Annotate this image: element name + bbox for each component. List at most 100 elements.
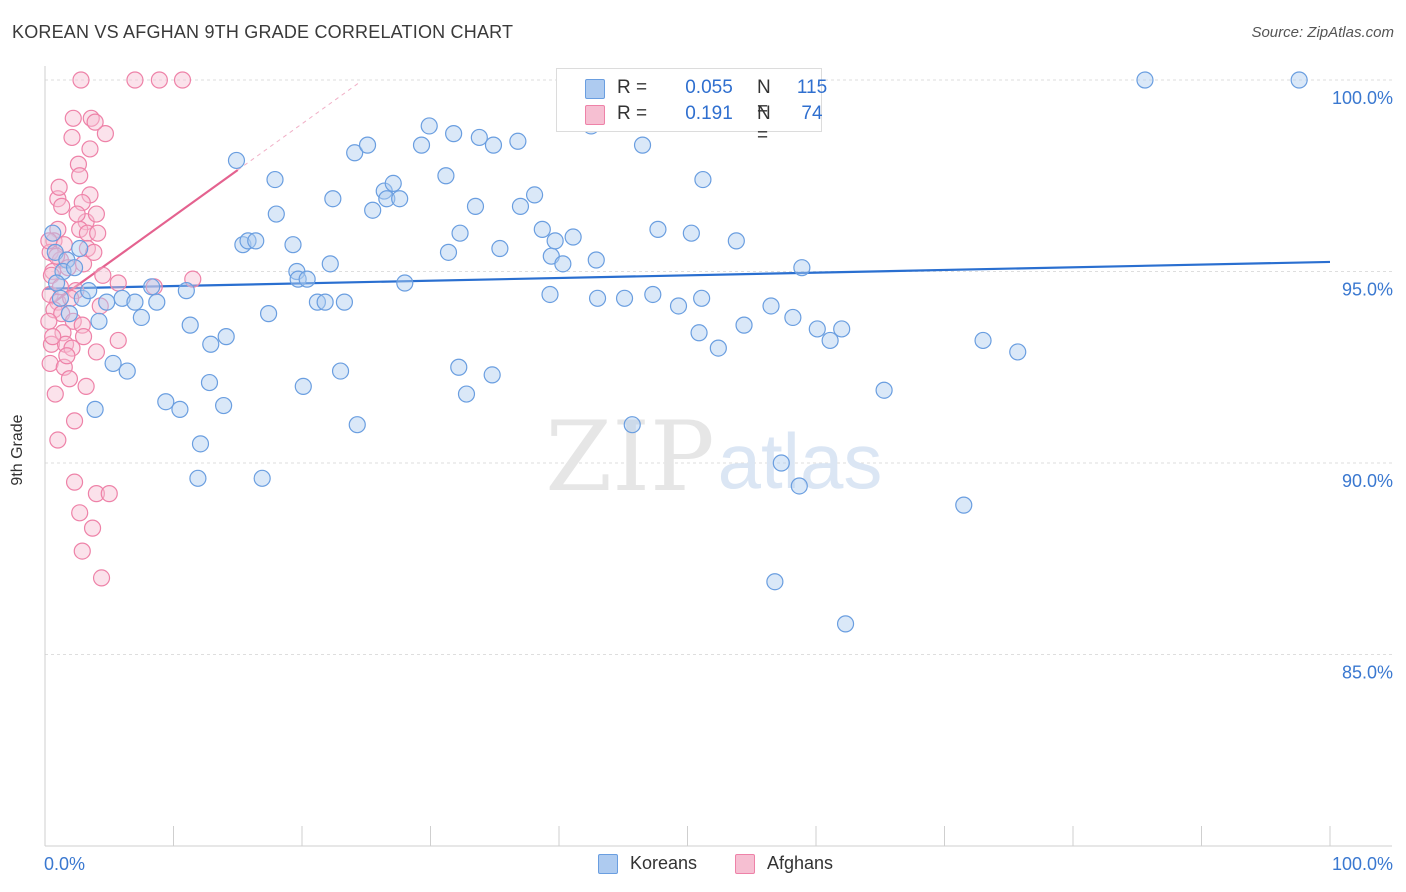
- koreans-swatch: [585, 79, 605, 99]
- afghans-point: [87, 485, 106, 503]
- koreans-point: [358, 136, 377, 154]
- koreans-point: [202, 335, 220, 353]
- koreans-point: [709, 339, 727, 357]
- koreans-point: [217, 328, 235, 346]
- afghans-point: [68, 205, 86, 223]
- afghans-n-value: 74: [801, 103, 823, 124]
- afghans-point: [85, 243, 103, 261]
- afghans-points: [40, 71, 202, 587]
- koreans-point: [466, 197, 485, 215]
- afghans-r-value: 0.191: [685, 103, 733, 124]
- koreans-point: [51, 289, 70, 307]
- y-tick-label: 85.0%: [1342, 663, 1393, 683]
- koreans-point: [65, 259, 84, 277]
- afghans-point: [94, 266, 112, 284]
- axes: [44, 66, 1392, 847]
- koreans-point: [690, 324, 708, 342]
- koreans-point: [439, 243, 458, 261]
- koreans-point: [189, 469, 207, 487]
- afghans-point: [71, 504, 89, 522]
- koreans-point: [445, 125, 463, 143]
- koreans-point: [364, 201, 382, 219]
- afghans-point: [71, 167, 89, 185]
- koreans-n-label: N =: [757, 77, 771, 120]
- koreans-point: [587, 251, 605, 269]
- koreans-point: [533, 220, 551, 238]
- grid-lines: [45, 79, 1392, 655]
- koreans-point: [623, 416, 641, 434]
- chart-title: KOREAN VS AFGHAN 9TH GRADE CORRELATION C…: [12, 22, 514, 42]
- koreans-point: [143, 278, 161, 296]
- afghans-trend-extension: [237, 81, 361, 171]
- y-tick-label: 95.0%: [1342, 280, 1393, 300]
- koreans-point: [955, 496, 973, 514]
- afghans-point: [46, 385, 64, 403]
- koreans-point: [727, 232, 745, 250]
- koreans-point: [669, 297, 688, 315]
- koreans-point: [118, 362, 136, 380]
- afghans-point: [41, 354, 59, 373]
- source-credit: Source: ZipAtlas.com: [1251, 24, 1394, 41]
- koreans-point: [875, 381, 893, 399]
- koreans-point: [546, 232, 564, 250]
- koreans-point: [348, 416, 366, 434]
- koreans-point: [346, 144, 364, 162]
- koreans-point: [588, 289, 607, 307]
- koreans-point: [324, 190, 342, 208]
- afghans-point: [126, 71, 144, 89]
- koreans-point: [793, 259, 811, 277]
- afghans-point: [73, 542, 91, 560]
- koreans-point: [450, 358, 468, 376]
- koreans-point: [247, 232, 265, 250]
- koreans-point: [564, 228, 582, 246]
- koreans-point: [215, 396, 233, 415]
- koreans-point: [1009, 343, 1027, 361]
- koreans-point: [90, 312, 108, 330]
- tick-labels: 100.0% 95.0% 90.0% 85.0% 0.0% 100.0%: [44, 88, 1393, 874]
- koreans-point: [171, 400, 189, 418]
- koreans-point: [157, 393, 175, 411]
- afghans-n-label: N =: [757, 103, 771, 146]
- koreans-point: [790, 477, 808, 495]
- koreans-point: [294, 377, 312, 395]
- koreans-point: [177, 282, 195, 300]
- koreans-point: [113, 289, 131, 307]
- afghans-point: [49, 431, 67, 449]
- koreans-point: [267, 205, 285, 223]
- koreans-point: [511, 197, 530, 215]
- x-tick-label: 0.0%: [44, 854, 85, 874]
- koreans-point: [974, 331, 992, 350]
- koreans-point: [420, 117, 438, 135]
- koreans-point: [437, 167, 455, 185]
- afghans-point: [63, 128, 81, 147]
- afghans-point: [74, 328, 93, 346]
- koreans-point: [378, 190, 396, 208]
- koreans-point: [284, 236, 302, 254]
- koreans-point: [98, 293, 116, 311]
- trend-lines: [44, 81, 1331, 305]
- koreans-legend-label: Koreans: [630, 853, 698, 873]
- koreans-point: [525, 186, 544, 204]
- afghans-point: [44, 328, 62, 346]
- koreans-point: [227, 151, 246, 170]
- koreans-point: [148, 293, 166, 311]
- afghans-point: [109, 274, 127, 292]
- koreans-point: [289, 270, 307, 288]
- koreans-point: [451, 224, 469, 242]
- koreans-point: [384, 174, 402, 193]
- x-tick-label: 100.0%: [1332, 854, 1393, 874]
- koreans-point: [47, 274, 66, 292]
- koreans-point: [316, 293, 334, 311]
- koreans-point: [615, 289, 634, 307]
- koreans-point: [762, 297, 780, 315]
- koreans-point: [682, 224, 700, 242]
- afghans-point: [60, 370, 79, 388]
- afghans-point: [65, 473, 84, 491]
- koreans-point: [693, 289, 711, 307]
- koreans-point: [266, 170, 284, 189]
- afghans-r-label: R =: [617, 103, 648, 124]
- koreans-point: [86, 400, 104, 418]
- koreans-points: [44, 71, 1308, 633]
- koreans-point: [1290, 71, 1308, 89]
- koreans-point: [298, 270, 316, 288]
